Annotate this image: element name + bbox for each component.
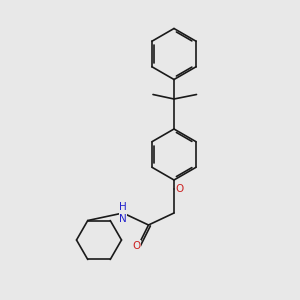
Text: H
N: H N bbox=[119, 202, 127, 224]
Text: O: O bbox=[132, 241, 141, 251]
Text: O: O bbox=[175, 184, 184, 194]
